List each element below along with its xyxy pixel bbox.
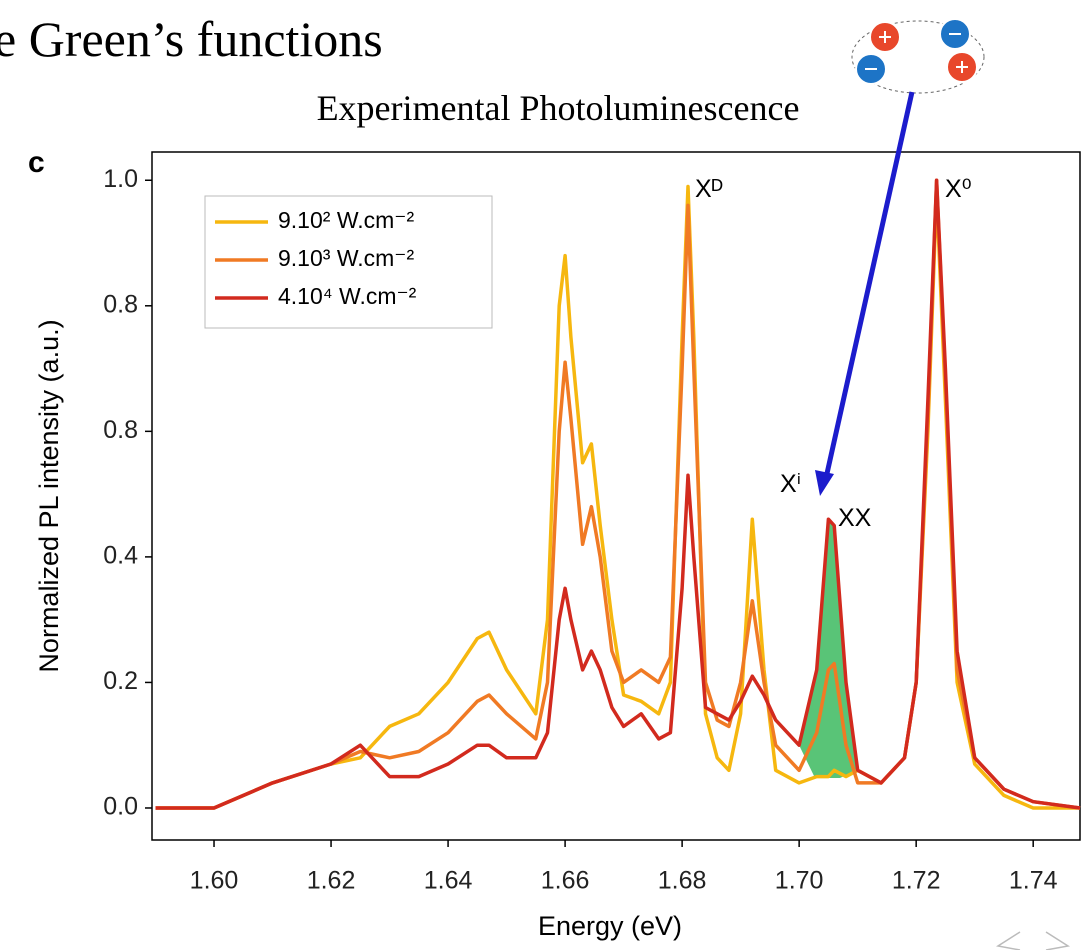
plot: 0.0 0.2 0.4 0.8 0.8 1.0 1.60 1.62 1.64 1.66 1.68 1.… (103, 165, 1081, 895)
annotation: XX (838, 504, 872, 532)
annotation: Xᴰ (695, 175, 723, 203)
x-tick-label: 1.72 (892, 867, 941, 895)
y-tick-label: 0.8 (103, 416, 138, 444)
exciton-icon (851, 18, 985, 94)
x-tick-label: 1.68 (658, 867, 707, 895)
x-tick-label: 1.62 (307, 867, 356, 895)
legend-label: 4.10⁴ W.cm⁻² (278, 283, 417, 309)
nav-arrows (995, 931, 1071, 950)
chart-title: Experimental Photoluminescence (317, 88, 800, 128)
x-axis-label: Energy (eV) (538, 911, 682, 941)
highlight-area (799, 519, 858, 778)
annotation: X⁰ (945, 175, 972, 203)
legend-label: 9.10³ W.cm⁻² (278, 245, 414, 271)
panel-label: c (28, 146, 45, 179)
arrow (815, 91, 915, 496)
x-tick-label: 1.74 (1009, 867, 1058, 895)
legend (204, 195, 493, 329)
y-tick-label: 0.4 (103, 541, 138, 569)
series-line (155, 178, 1081, 810)
annotation: Xⁱ (780, 470, 801, 498)
legend-entries: 9.10² W.cm⁻² 9.10³ W.cm⁻² 4.10⁴ W.cm⁻² (215, 207, 417, 309)
x-tick-label: 1.64 (424, 867, 473, 895)
slide-title: e Green’s functions (0, 11, 383, 67)
y-axis-label: Normalized PL intensity (a.u.) (34, 319, 64, 672)
x-tick-label: 1.60 (190, 867, 239, 895)
legend-label: 9.10² W.cm⁻² (278, 207, 414, 233)
y-tick-label: 0.8 (103, 290, 138, 318)
x-tick-label: 1.70 (775, 867, 824, 895)
y-tick-label: 1.0 (103, 165, 138, 193)
x-tick-label: 1.66 (541, 867, 590, 895)
plot-frame (151, 151, 1081, 841)
y-tick-label: 0.0 (103, 793, 138, 821)
y-tick-label: 0.2 (103, 667, 138, 695)
